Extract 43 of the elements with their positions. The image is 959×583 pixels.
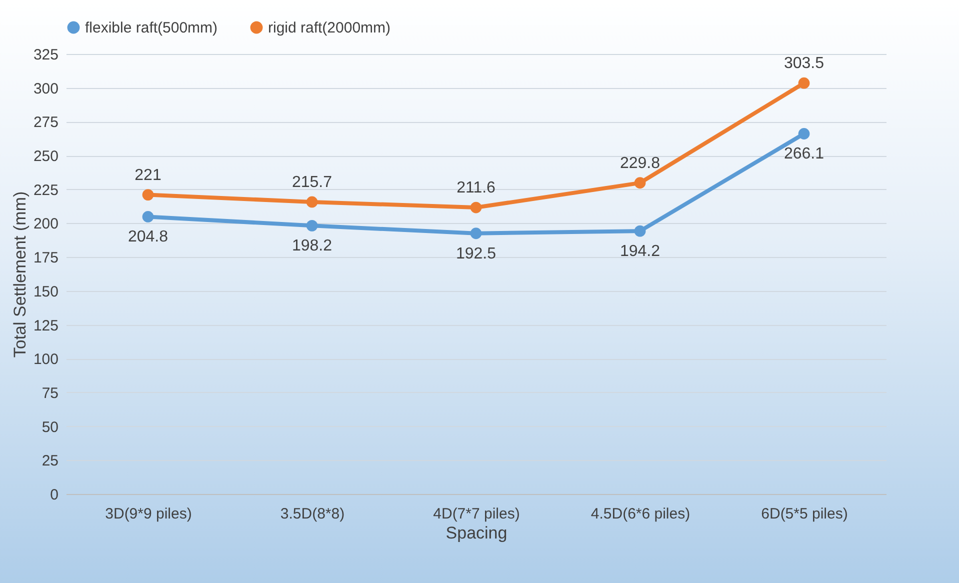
data-label: 229.8	[620, 154, 660, 172]
data-label: 303.5	[784, 55, 824, 72]
data-label: 204.8	[128, 228, 168, 246]
y-tick-label: 100	[33, 351, 58, 368]
point	[306, 196, 318, 208]
point	[634, 225, 646, 237]
x-tick-label: 4D(7*7 piles)	[433, 506, 520, 522]
data-label: 194.2	[620, 243, 660, 260]
y-tick-label: 0	[50, 486, 58, 504]
point	[470, 228, 482, 240]
y-axis-title: Total Settlement (mm)	[10, 191, 30, 358]
legend-label: flexible raft(500mm)	[85, 20, 218, 37]
point	[798, 77, 810, 89]
x-axis-title: Spacing	[446, 524, 508, 542]
x-tick-label: 3.5D(8*8)	[280, 506, 345, 522]
y-tick-label: 150	[33, 283, 58, 300]
y-tick-label: 250	[33, 148, 58, 166]
y-tick-label: 325	[33, 46, 58, 64]
data-label: 198.2	[292, 238, 332, 255]
y-tick-label: 50	[42, 418, 58, 436]
point	[470, 202, 482, 214]
data-label: 211.6	[456, 180, 496, 197]
point	[142, 189, 154, 200]
y-tick-label: 175	[33, 250, 58, 267]
point	[798, 128, 810, 140]
data-label: 192.5	[456, 245, 496, 262]
point	[306, 220, 318, 232]
x-tick-label: 6D(5*5 piles)	[761, 506, 848, 522]
data-label: 266.1	[784, 146, 824, 163]
x-tick-label: 4.5D(6*6 piles)	[590, 506, 690, 522]
data-label: 221	[134, 166, 162, 184]
y-tick-label: 125	[33, 317, 58, 334]
point	[142, 211, 154, 222]
x-tick-label: 3D(9*9 piles)	[105, 506, 192, 522]
legend-label: rigid raft(2000mm)	[268, 20, 391, 37]
point	[634, 177, 646, 189]
y-tick-label: 75	[42, 384, 58, 402]
data-label: 215.7	[292, 174, 332, 191]
y-tick-label: 200	[33, 216, 58, 233]
y-tick-label: 300	[33, 80, 58, 98]
y-tick-label: 225	[33, 182, 58, 199]
y-tick-label: 275	[33, 114, 58, 132]
y-tick-label: 25	[42, 452, 58, 470]
